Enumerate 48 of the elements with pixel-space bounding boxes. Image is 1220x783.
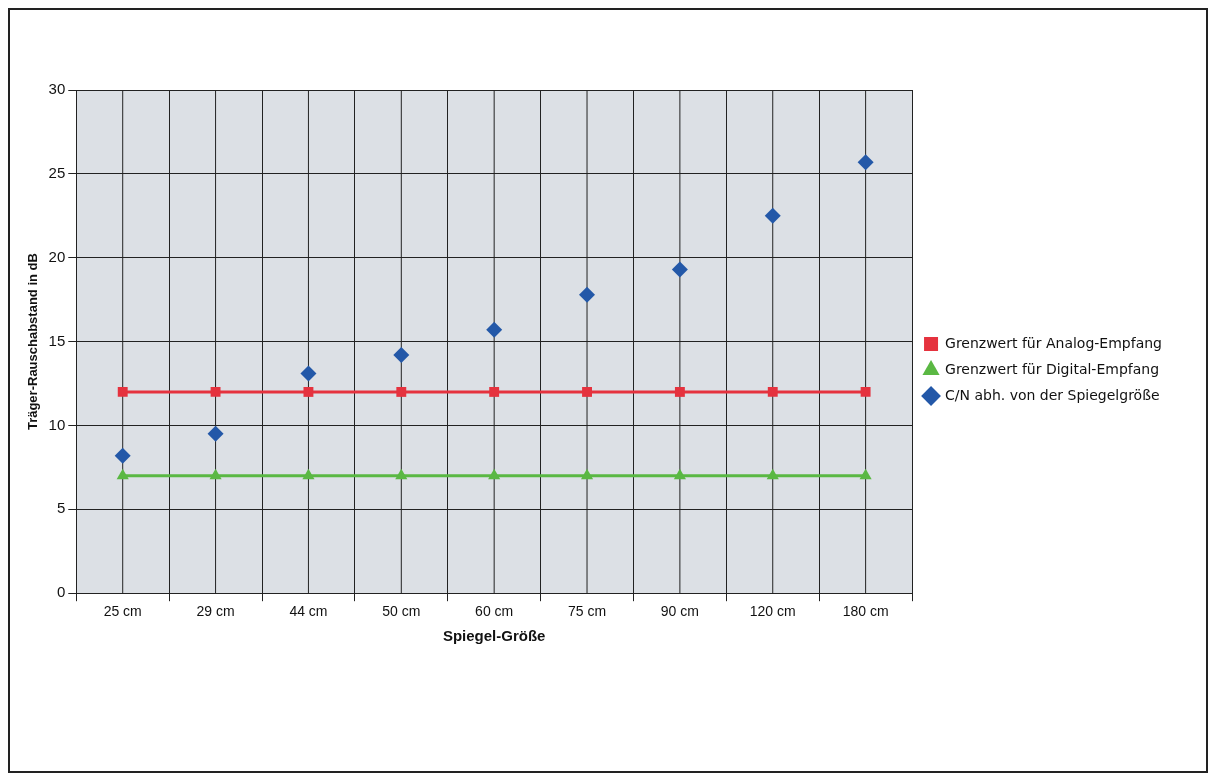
point: [674, 386, 685, 397]
legend-label: Grenzwert für Digital-Empfang: [945, 360, 1160, 377]
point: [303, 386, 314, 397]
point: [116, 468, 129, 480]
x-tick-label: 44 cm: [289, 603, 328, 620]
x-tick-label: 120 cm: [749, 603, 796, 620]
point: [396, 386, 407, 397]
point: [117, 386, 128, 397]
point: [489, 386, 500, 397]
y-tick-label: 30: [48, 80, 66, 98]
point: [210, 386, 221, 397]
y-tick-label: 15: [48, 331, 66, 349]
point: [114, 447, 131, 464]
x-tick-label: 25 cm: [103, 603, 142, 620]
point: [857, 154, 874, 171]
point: [300, 365, 317, 382]
y-tick-label: 25: [48, 164, 66, 182]
x-axis-title: Spiegel-Größe: [442, 627, 546, 645]
legend-label: Grenzwert für Analog-Empfang: [945, 334, 1163, 351]
point: [673, 468, 686, 480]
y-tick-label: 20: [48, 247, 66, 265]
point: [207, 425, 224, 442]
point: [580, 468, 594, 480]
x-tick-label: 50 cm: [382, 603, 421, 620]
point: [767, 386, 778, 397]
point: [860, 386, 871, 397]
point: [671, 261, 688, 278]
x-tick-label: 180 cm: [842, 603, 889, 620]
point: [486, 321, 503, 338]
point: [764, 207, 781, 224]
point: [395, 468, 408, 480]
point: [393, 347, 410, 364]
point: [488, 468, 501, 480]
y-axis-title: Träger-Rauschabstand in dB: [25, 253, 41, 431]
x-tick-label: 29 cm: [196, 603, 235, 620]
legend-label: C/N abh. von der Spiegelgröße: [945, 386, 1160, 403]
point: [582, 386, 592, 397]
x-tick-label: 75 cm: [567, 603, 607, 620]
x-tick-label: 90 cm: [660, 603, 699, 620]
x-tick-label: 60 cm: [475, 603, 514, 620]
point: [209, 468, 222, 480]
point: [579, 286, 596, 303]
y-tick-label: 5: [56, 499, 66, 517]
point: [302, 468, 315, 480]
y-tick-label: 0: [56, 583, 66, 601]
point: [859, 468, 872, 480]
y-tick-label: 10: [48, 415, 66, 433]
point: [766, 468, 779, 480]
